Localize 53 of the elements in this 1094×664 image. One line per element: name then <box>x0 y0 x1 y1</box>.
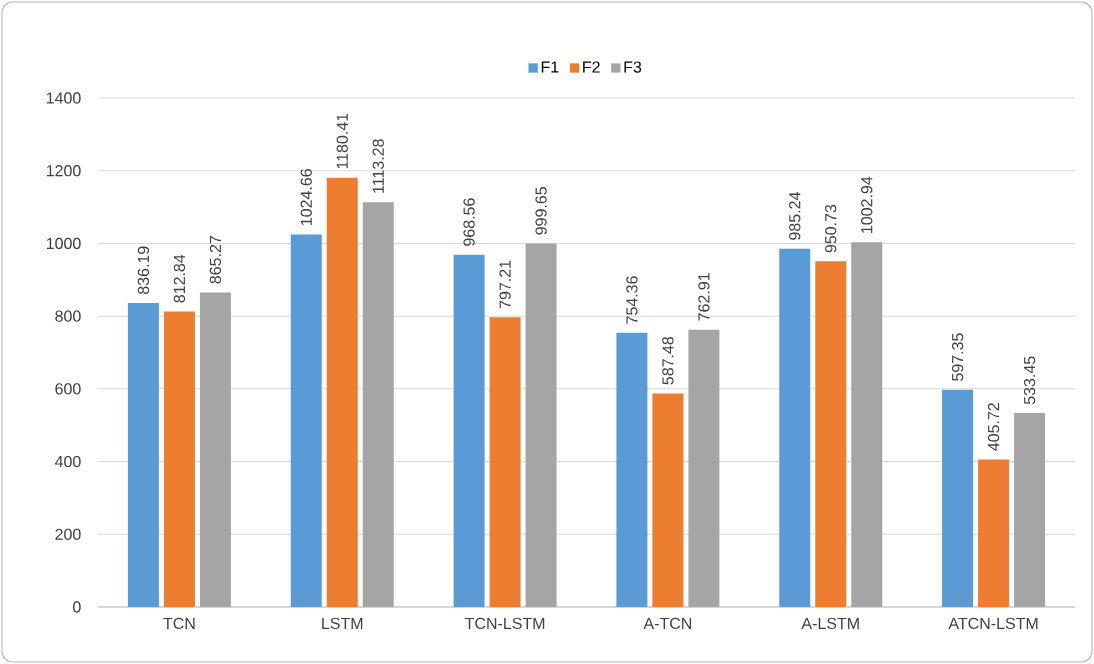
y-tick-label: 200 <box>55 528 81 540</box>
data-label: 1113.28 <box>372 139 384 193</box>
bar <box>163 311 195 607</box>
bar <box>779 248 811 607</box>
data-label: 1024.66 <box>300 169 312 225</box>
x-tick-label: ATCN-LSTM <box>948 617 1038 630</box>
y-tick-label: 1200 <box>46 165 81 177</box>
bar <box>199 292 231 607</box>
legend-label: F3 <box>624 61 642 73</box>
data-label: 812.84 <box>173 254 186 303</box>
data-label: 985.24 <box>789 192 801 240</box>
data-label: 950.73 <box>825 204 837 253</box>
data-label: 968.56 <box>463 198 475 246</box>
data-label: 587.48 <box>662 336 674 385</box>
bar <box>978 459 1010 607</box>
data-label: 762.91 <box>698 273 710 321</box>
y-tick-label: 1400 <box>46 92 81 104</box>
legend-label: F2 <box>583 61 600 73</box>
bar <box>453 254 485 607</box>
y-tick-label: 800 <box>55 310 81 322</box>
x-tick-label: A-TCN <box>643 617 692 630</box>
x-tick-label: A-LSTM <box>801 617 859 630</box>
data-label: 836.19 <box>137 246 150 295</box>
data-label: 999.65 <box>535 187 547 235</box>
data-label: 1180.41 <box>336 113 348 169</box>
bar <box>326 177 358 607</box>
data-label: 405.72 <box>987 403 1000 451</box>
bar <box>851 242 883 607</box>
data-label: 533.45 <box>1023 356 1036 405</box>
x-tick-label: TCN-LSTM <box>465 617 545 630</box>
bar <box>688 329 720 607</box>
y-tick-label: 0 <box>73 601 81 613</box>
data-label: 754.36 <box>626 276 638 324</box>
data-label: 597.35 <box>951 333 964 381</box>
bar <box>525 243 557 607</box>
data-label: 797.21 <box>499 260 511 309</box>
data-label: 1002.94 <box>861 176 873 233</box>
y-tick-label: 1000 <box>46 237 81 250</box>
x-tick-label: TCN <box>163 617 195 630</box>
bar <box>652 393 684 607</box>
y-tick-label: 600 <box>55 383 81 395</box>
bar <box>942 389 974 607</box>
bar <box>290 234 322 607</box>
data-label: 865.27 <box>209 236 222 284</box>
legend-label: F1 <box>541 61 559 73</box>
bar <box>616 332 648 607</box>
bar <box>362 202 394 607</box>
bar <box>489 317 521 607</box>
bar <box>1014 413 1046 607</box>
y-tick-label: 400 <box>54 455 81 468</box>
bar <box>815 261 847 607</box>
bar <box>127 302 159 607</box>
x-tick-label: LSTM <box>322 617 363 630</box>
